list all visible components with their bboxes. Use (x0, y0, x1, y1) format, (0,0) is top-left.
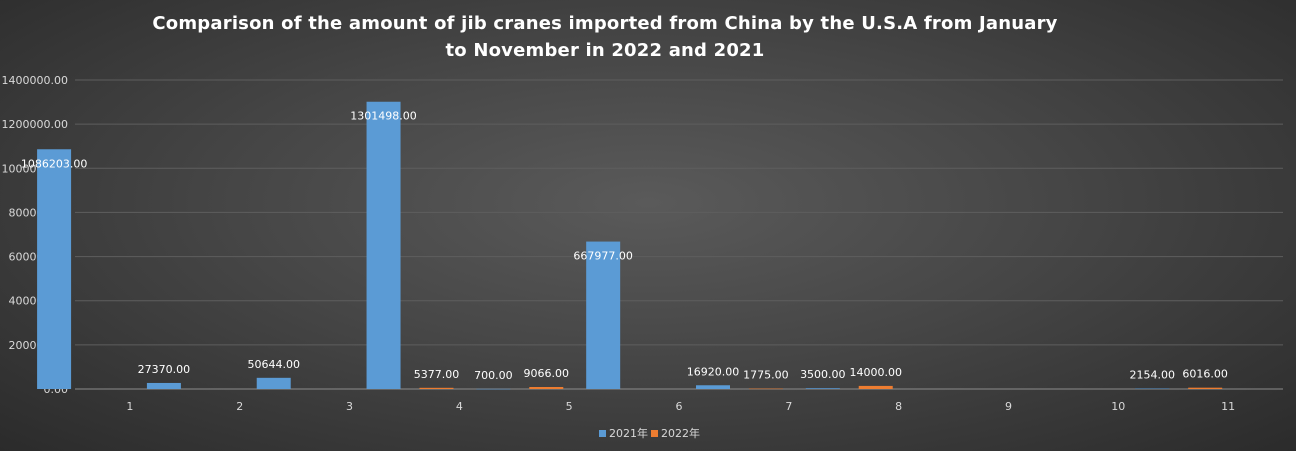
data-label: 1086203.00 (21, 157, 87, 170)
bar-2021 (366, 101, 401, 390)
bar-2021 (696, 385, 730, 389)
data-label: 14000.00 (849, 366, 902, 379)
bar-2022 (1188, 387, 1223, 389)
data-label: 700.00 (474, 369, 513, 382)
legend-label: 2021年 (609, 426, 648, 440)
legend-label: 2022年 (661, 426, 700, 440)
x-tick-label: 7 (785, 400, 792, 413)
bar-2021 (586, 241, 621, 389)
bar-2021 (805, 388, 840, 389)
bar-2021 (146, 382, 181, 389)
bar-2021 (37, 149, 72, 389)
x-tick-label: 2 (236, 400, 243, 413)
data-label: 9066.00 (524, 367, 570, 380)
bar-2021 (1135, 388, 1170, 390)
x-tick-label: 1 (126, 400, 133, 413)
data-label: 50644.00 (247, 358, 300, 371)
data-label: 1775.00 (743, 369, 789, 382)
x-tick-label: 11 (1221, 400, 1235, 413)
bar-2022 (529, 386, 564, 389)
data-label: 5377.00 (414, 368, 460, 381)
x-tick-label: 5 (566, 400, 573, 413)
data-label: 2154.00 (1130, 369, 1176, 382)
y-tick-label: 1200000.00 (2, 118, 68, 131)
y-tick-label: 1400000.00 (2, 74, 68, 87)
x-tick-label: 8 (895, 400, 902, 413)
chart-title: Comparison of the amount of jib cranes i… (152, 13, 1058, 61)
x-tick-label: 10 (1111, 400, 1125, 413)
data-label: 6016.00 (1182, 368, 1228, 381)
data-label: 667977.00 (573, 250, 633, 263)
bar-2022 (858, 385, 893, 389)
data-label: 27370.00 (138, 363, 191, 376)
x-tick-label: 9 (1005, 400, 1012, 413)
legend-swatch-2022 (651, 430, 658, 437)
data-label: 1301498.00 (350, 110, 416, 123)
bar-2021 (476, 388, 511, 390)
bar-2022 (748, 388, 783, 390)
x-tick-label: 3 (346, 400, 353, 413)
bar-2021 (256, 377, 291, 389)
data-label: 3500.00 (800, 368, 846, 381)
x-tick-label: 6 (676, 400, 683, 413)
legend-swatch-2021 (599, 430, 606, 437)
data-label: 16920.00 (687, 365, 740, 378)
bar-2022 (419, 387, 454, 389)
x-tick-label: 4 (456, 400, 463, 413)
